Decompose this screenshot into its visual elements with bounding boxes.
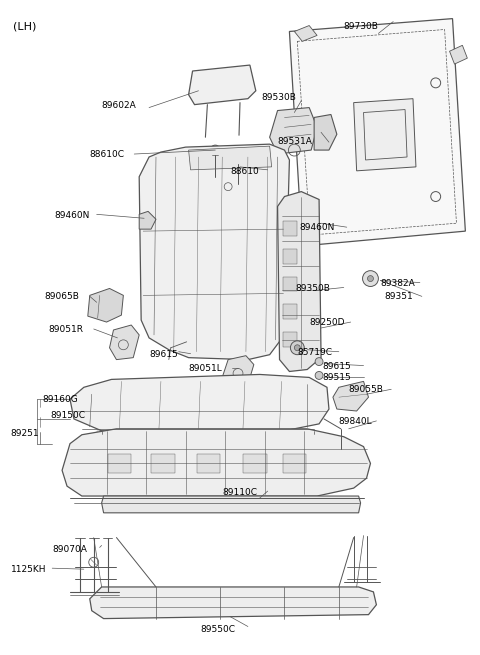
Text: 89351: 89351 — [384, 292, 413, 301]
Polygon shape — [283, 249, 297, 264]
Text: 88610C: 88610C — [90, 150, 125, 159]
Bar — [220, 431, 228, 437]
Polygon shape — [139, 144, 289, 360]
Bar — [253, 431, 261, 437]
Circle shape — [368, 276, 373, 282]
Text: 85719C: 85719C — [297, 348, 332, 357]
Polygon shape — [314, 115, 337, 150]
Text: 89530B: 89530B — [262, 93, 297, 102]
Text: 89055B: 89055B — [349, 385, 384, 394]
Polygon shape — [109, 325, 139, 360]
Circle shape — [315, 358, 323, 365]
Text: 89602A: 89602A — [102, 101, 136, 109]
Text: 89515: 89515 — [322, 373, 351, 383]
Circle shape — [210, 145, 220, 155]
Polygon shape — [189, 65, 256, 105]
Text: 89730B: 89730B — [344, 22, 379, 31]
Text: 89350B: 89350B — [295, 284, 330, 293]
Polygon shape — [243, 453, 267, 474]
Polygon shape — [270, 107, 317, 154]
Polygon shape — [354, 99, 416, 171]
Text: 89150C: 89150C — [50, 411, 85, 420]
Text: 88610: 88610 — [230, 167, 259, 176]
Text: 89615: 89615 — [149, 350, 178, 359]
Text: 89840L: 89840L — [339, 417, 372, 426]
Text: 89065B: 89065B — [44, 292, 79, 301]
Polygon shape — [88, 288, 123, 322]
Polygon shape — [151, 453, 175, 474]
Circle shape — [234, 156, 242, 164]
Text: 89615: 89615 — [322, 362, 351, 371]
Bar — [96, 431, 105, 437]
Text: 89051R: 89051R — [48, 325, 83, 334]
Text: 89531A: 89531A — [277, 138, 312, 146]
Text: 89251: 89251 — [11, 429, 39, 438]
Polygon shape — [102, 496, 360, 513]
Text: 89460N: 89460N — [300, 223, 335, 233]
Circle shape — [315, 371, 323, 379]
Polygon shape — [283, 453, 306, 474]
Text: 89051L: 89051L — [189, 364, 222, 373]
Circle shape — [336, 449, 346, 458]
Text: 89550C: 89550C — [201, 624, 236, 633]
Circle shape — [294, 345, 300, 350]
Polygon shape — [108, 453, 131, 474]
Polygon shape — [450, 45, 468, 64]
Polygon shape — [289, 18, 466, 246]
Text: 89110C: 89110C — [222, 488, 257, 497]
Polygon shape — [70, 375, 329, 431]
Polygon shape — [283, 332, 297, 346]
Text: 89160G: 89160G — [42, 395, 78, 404]
Polygon shape — [283, 221, 297, 236]
Bar — [279, 431, 288, 437]
Text: 89382A: 89382A — [380, 278, 415, 288]
Polygon shape — [283, 276, 297, 291]
Circle shape — [290, 341, 304, 354]
Bar — [158, 431, 166, 437]
Circle shape — [362, 271, 378, 286]
Polygon shape — [277, 192, 321, 371]
Bar — [191, 431, 199, 437]
Text: 89250D: 89250D — [309, 318, 345, 327]
Polygon shape — [222, 356, 254, 387]
Text: 1125KH: 1125KH — [11, 565, 46, 574]
Text: 89460N: 89460N — [54, 212, 90, 220]
Polygon shape — [196, 453, 220, 474]
Polygon shape — [139, 212, 156, 229]
Polygon shape — [90, 587, 376, 618]
Polygon shape — [62, 429, 371, 496]
Polygon shape — [294, 26, 317, 41]
Polygon shape — [283, 305, 297, 319]
Text: (LH): (LH) — [12, 22, 36, 31]
Bar — [126, 431, 134, 437]
Text: 89070A: 89070A — [52, 546, 87, 554]
Polygon shape — [333, 381, 369, 411]
Polygon shape — [189, 146, 272, 170]
